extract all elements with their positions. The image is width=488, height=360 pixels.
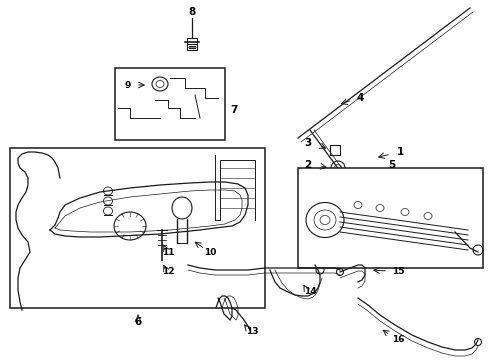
Text: 14: 14 bbox=[303, 288, 316, 297]
Text: 16: 16 bbox=[391, 336, 404, 345]
Text: 6: 6 bbox=[134, 317, 142, 327]
Text: 3: 3 bbox=[304, 138, 311, 148]
Text: 1: 1 bbox=[396, 147, 403, 157]
Bar bbox=[115, 68, 224, 140]
Text: 13: 13 bbox=[245, 328, 258, 337]
Text: 12: 12 bbox=[162, 267, 174, 276]
Text: 15: 15 bbox=[391, 267, 404, 276]
Bar bbox=[186, 38, 197, 50]
Text: 9: 9 bbox=[124, 81, 131, 90]
Text: 10: 10 bbox=[203, 248, 216, 257]
Text: 7: 7 bbox=[230, 105, 237, 115]
Text: 11: 11 bbox=[162, 248, 174, 257]
Text: 5: 5 bbox=[387, 160, 395, 170]
Bar bbox=[329, 145, 339, 155]
Text: 2: 2 bbox=[304, 160, 311, 170]
Text: 8: 8 bbox=[188, 7, 195, 17]
Text: 4: 4 bbox=[356, 93, 363, 103]
Bar bbox=[10, 148, 264, 308]
Bar bbox=[297, 168, 482, 268]
